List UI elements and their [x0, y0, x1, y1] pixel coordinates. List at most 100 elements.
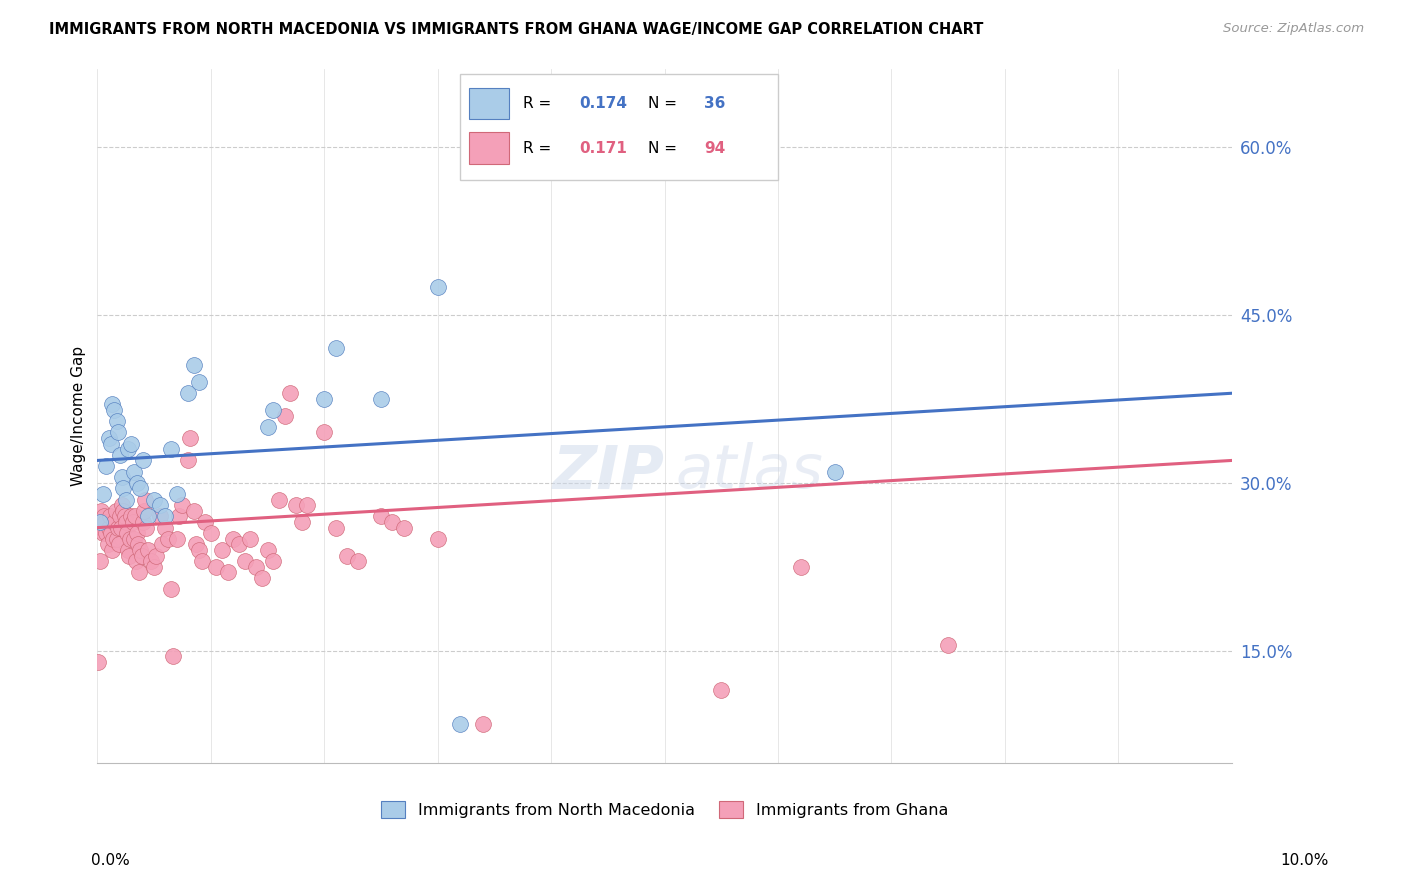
- Point: [91, 526, 114, 541]
- Point: [183, 358, 205, 372]
- Point: [156, 532, 179, 546]
- Point: [370, 392, 392, 406]
- Point: [132, 453, 155, 467]
- Point: [114, 515, 136, 529]
- Point: [824, 465, 846, 479]
- Point: [228, 537, 250, 551]
- Point: [132, 504, 155, 518]
- Point: [194, 515, 217, 529]
- Point: [125, 475, 148, 490]
- Point: [105, 414, 128, 428]
- Point: [122, 465, 145, 479]
- Point: [278, 386, 301, 401]
- Point: [93, 509, 115, 524]
- Point: [314, 425, 336, 440]
- Point: [131, 549, 153, 563]
- Point: [426, 280, 449, 294]
- Point: [132, 515, 155, 529]
- Point: [127, 537, 149, 551]
- Point: [120, 509, 142, 524]
- Legend: Immigrants from North Macedonia, Immigrants from Ghana: Immigrants from North Macedonia, Immigra…: [375, 795, 955, 824]
- Point: [449, 716, 471, 731]
- Point: [117, 442, 139, 457]
- Point: [112, 504, 135, 518]
- Point: [190, 554, 212, 568]
- Point: [120, 436, 142, 450]
- Text: 94: 94: [704, 141, 725, 155]
- Point: [325, 521, 347, 535]
- Point: [97, 521, 120, 535]
- Point: [128, 566, 150, 580]
- Point: [789, 559, 811, 574]
- Point: [262, 403, 284, 417]
- Point: [110, 521, 132, 535]
- Point: [97, 537, 120, 551]
- Point: [124, 509, 146, 524]
- Point: [314, 392, 336, 406]
- Text: R =: R =: [523, 95, 555, 111]
- Point: [166, 532, 188, 546]
- Point: [100, 436, 122, 450]
- Text: 0.174: 0.174: [579, 95, 627, 111]
- Point: [122, 532, 145, 546]
- Text: 0.0%: 0.0%: [91, 854, 131, 868]
- Point: [143, 559, 166, 574]
- Point: [120, 532, 142, 546]
- Point: [125, 526, 148, 541]
- Point: [211, 543, 233, 558]
- Point: [143, 492, 166, 507]
- Point: [217, 566, 239, 580]
- Point: [108, 509, 131, 524]
- Point: [111, 498, 134, 512]
- Point: [205, 559, 228, 574]
- Bar: [470, 87, 509, 119]
- Point: [936, 638, 959, 652]
- Point: [200, 526, 222, 541]
- Point: [138, 509, 160, 524]
- Point: [290, 515, 312, 529]
- Point: [155, 509, 177, 524]
- Point: [596, 118, 619, 132]
- Point: [267, 492, 290, 507]
- Point: [177, 453, 200, 467]
- Point: [111, 470, 134, 484]
- Point: [103, 515, 125, 529]
- Point: [90, 521, 112, 535]
- Point: [96, 526, 118, 541]
- Point: [118, 549, 141, 563]
- Point: [107, 425, 129, 440]
- Point: [149, 498, 172, 512]
- Point: [167, 509, 190, 524]
- Point: [250, 571, 273, 585]
- Point: [135, 521, 157, 535]
- Point: [90, 504, 112, 518]
- Point: [117, 543, 139, 558]
- Y-axis label: Wage/Income Gap: Wage/Income Gap: [72, 345, 86, 486]
- Point: [98, 509, 121, 524]
- Point: [101, 397, 124, 411]
- Point: [256, 543, 278, 558]
- Point: [347, 554, 370, 568]
- Point: [89, 554, 111, 568]
- Point: [150, 537, 173, 551]
- Point: [100, 526, 122, 541]
- Text: ZIP: ZIP: [553, 442, 665, 501]
- Point: [114, 492, 136, 507]
- Point: [273, 409, 295, 423]
- Point: [87, 655, 110, 669]
- Point: [89, 515, 111, 529]
- Point: [104, 504, 127, 518]
- Point: [370, 509, 392, 524]
- Point: [155, 521, 177, 535]
- Point: [138, 543, 160, 558]
- Text: N =: N =: [648, 95, 682, 111]
- Point: [177, 386, 200, 401]
- Text: 0.171: 0.171: [579, 141, 627, 155]
- Point: [134, 492, 156, 507]
- Point: [184, 537, 207, 551]
- Point: [179, 431, 201, 445]
- Text: 36: 36: [704, 95, 725, 111]
- Point: [472, 716, 495, 731]
- Point: [245, 559, 267, 574]
- Point: [103, 403, 125, 417]
